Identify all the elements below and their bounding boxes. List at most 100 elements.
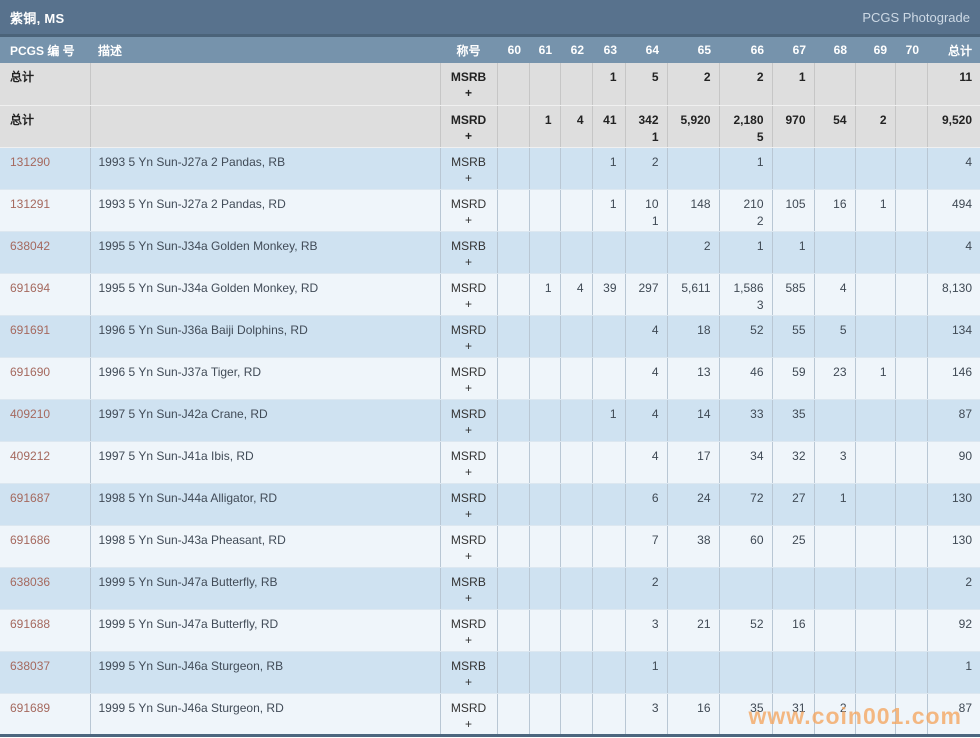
total-cell: 4 [927, 147, 980, 190]
column-header-g69: 69 [855, 37, 895, 63]
photograde-link[interactable]: PCGS Photograde [862, 9, 970, 25]
pcgs-number-cell: 131290 [0, 147, 91, 190]
coin-row: 409210 1997 5 Yn Sun-J42a Crane, RD MSRD + 1… [0, 399, 980, 442]
grade-61-cell [529, 567, 561, 610]
pcgs-number-link[interactable]: 131290 [10, 154, 51, 169]
grade-63-cell: 41 [592, 105, 626, 148]
grade-62-cell [560, 567, 593, 610]
grade-62-cell [560, 525, 593, 568]
coin-description: 1999 5 Yn Sun-J47a Butterfly, RB [90, 567, 441, 610]
grade-70-cell [895, 609, 928, 652]
column-header-g61: 61 [529, 37, 560, 63]
column-header-g62: 62 [560, 37, 592, 63]
grade-60-cell [497, 231, 530, 274]
coin-row: 409212 1997 5 Yn Sun-J41a Ibis, RD MSRD + 4 1… [0, 441, 980, 484]
pcgs-number-link[interactable]: 691691 [10, 322, 51, 337]
grade-66-cell: 2 [719, 63, 773, 106]
column-header-g60: 60 [497, 37, 529, 63]
grade-60-cell [497, 567, 530, 610]
coin-description: 1999 5 Yn Sun-J46a Sturgeon, RD [90, 693, 441, 736]
grade-63-cell: 1 [592, 63, 626, 106]
coin-description: 1997 5 Yn Sun-J42a Crane, RD [90, 399, 441, 442]
grade-67-cell: 1 [772, 63, 815, 106]
pcgs-number-link[interactable]: 691688 [10, 616, 51, 631]
pcgs-number-link[interactable]: 409212 [10, 448, 51, 463]
pcgs-number-link[interactable]: 638036 [10, 574, 51, 589]
grade-62-cell [560, 693, 593, 736]
grade-67-cell [772, 651, 815, 694]
coin-row: 691688 1999 5 Yn Sun-J47a Butterfly, RD MS… [0, 609, 980, 652]
grade-64-cell: 10 1 [625, 189, 668, 232]
summary-label: 总计 [10, 112, 35, 127]
grade-66-cell [719, 651, 773, 694]
grade-67-cell [772, 147, 815, 190]
pcgs-number-link[interactable]: 409210 [10, 406, 51, 421]
total-cell: 4 [927, 231, 980, 274]
grade-69-cell [855, 399, 896, 442]
grade-66-cell: 35 [719, 693, 773, 736]
grade-60-cell [497, 651, 530, 694]
total-cell: 130 [927, 525, 980, 568]
pcgs-number-link[interactable]: 691694 [10, 280, 51, 295]
grade-70-cell [895, 567, 928, 610]
grade-66-cell: 34 [719, 441, 773, 484]
pcgs-number-link[interactable]: 638042 [10, 238, 51, 253]
pcgs-number-link[interactable]: 131291 [10, 196, 51, 211]
grade-61-cell [529, 399, 561, 442]
grade-65-cell: 24 [667, 483, 720, 526]
total-cell: 146 [927, 357, 980, 400]
summary-label: 总计 [10, 70, 35, 84]
grade-69-cell [855, 63, 896, 106]
grade-63-cell [592, 441, 626, 484]
grade-70-cell [895, 147, 928, 190]
grade-66-cell: 52 [719, 609, 773, 652]
grade-65-cell: 16 [667, 693, 720, 736]
column-header-g67: 67 [772, 37, 814, 63]
pcgs-number-cell: 131291 [0, 189, 91, 232]
grade-63-cell [592, 483, 626, 526]
pcgs-number-link[interactable]: 638037 [10, 658, 51, 673]
grade-67-cell: 16 [772, 609, 815, 652]
pcgs-number-link[interactable]: 691687 [10, 490, 51, 505]
grade-66-cell: 210 2 [719, 189, 773, 232]
grade-65-cell: 17 [667, 441, 720, 484]
pcgs-number-link[interactable]: 691689 [10, 700, 51, 715]
grade-65-cell: 14 [667, 399, 720, 442]
pcgs-number-cell: 691691 [0, 315, 91, 358]
grade-70-cell [895, 189, 928, 232]
grade-64-cell: 7 [625, 525, 668, 568]
grade-67-cell: 27 [772, 483, 815, 526]
grade-66-cell: 1 [719, 231, 773, 274]
pcgs-number-cell: 总计 [0, 105, 91, 148]
total-cell: 8,130 [927, 273, 980, 316]
grade-60-cell [497, 525, 530, 568]
pcgs-number-cell: 638037 [0, 651, 91, 694]
grade-64-cell: 2 [625, 147, 668, 190]
grade-66-cell: 52 [719, 315, 773, 358]
coin-row: 691691 1996 5 Yn Sun-J36a Baiji Dolphins,… [0, 315, 980, 358]
grade-65-cell [667, 147, 720, 190]
pcgs-number-cell: 409210 [0, 399, 91, 442]
grade-61-cell [529, 63, 561, 106]
grade-65-cell: 5,920 [667, 105, 720, 148]
summary-row: 总计 MSRD + 1 4 41 342 1 5,920 2,180 5 970 54 2 9,520 [0, 105, 980, 148]
column-header-desc: 描述 [90, 37, 440, 63]
designation-cell: MSRD + [440, 525, 498, 568]
grade-68-cell: 3 [814, 441, 856, 484]
designation-cell: MSRD + [440, 189, 498, 232]
designation-cell: MSRD + [440, 609, 498, 652]
grade-64-cell: 3 [625, 609, 668, 652]
designation-cell: MSRD + [440, 693, 498, 736]
total-cell: 130 [927, 483, 980, 526]
designation-cell: MSRB + [440, 651, 498, 694]
pcgs-number-link[interactable]: 691686 [10, 532, 51, 547]
designation-cell: MSRB + [440, 63, 498, 106]
pcgs-number-link[interactable]: 691690 [10, 364, 51, 379]
pcgs-number-cell: 409212 [0, 441, 91, 484]
grade-70-cell [895, 525, 928, 568]
pcgs-number-cell: 691688 [0, 609, 91, 652]
grade-69-cell [855, 315, 896, 358]
grade-61-cell [529, 693, 561, 736]
grade-61-cell [529, 357, 561, 400]
grade-60-cell [497, 693, 530, 736]
